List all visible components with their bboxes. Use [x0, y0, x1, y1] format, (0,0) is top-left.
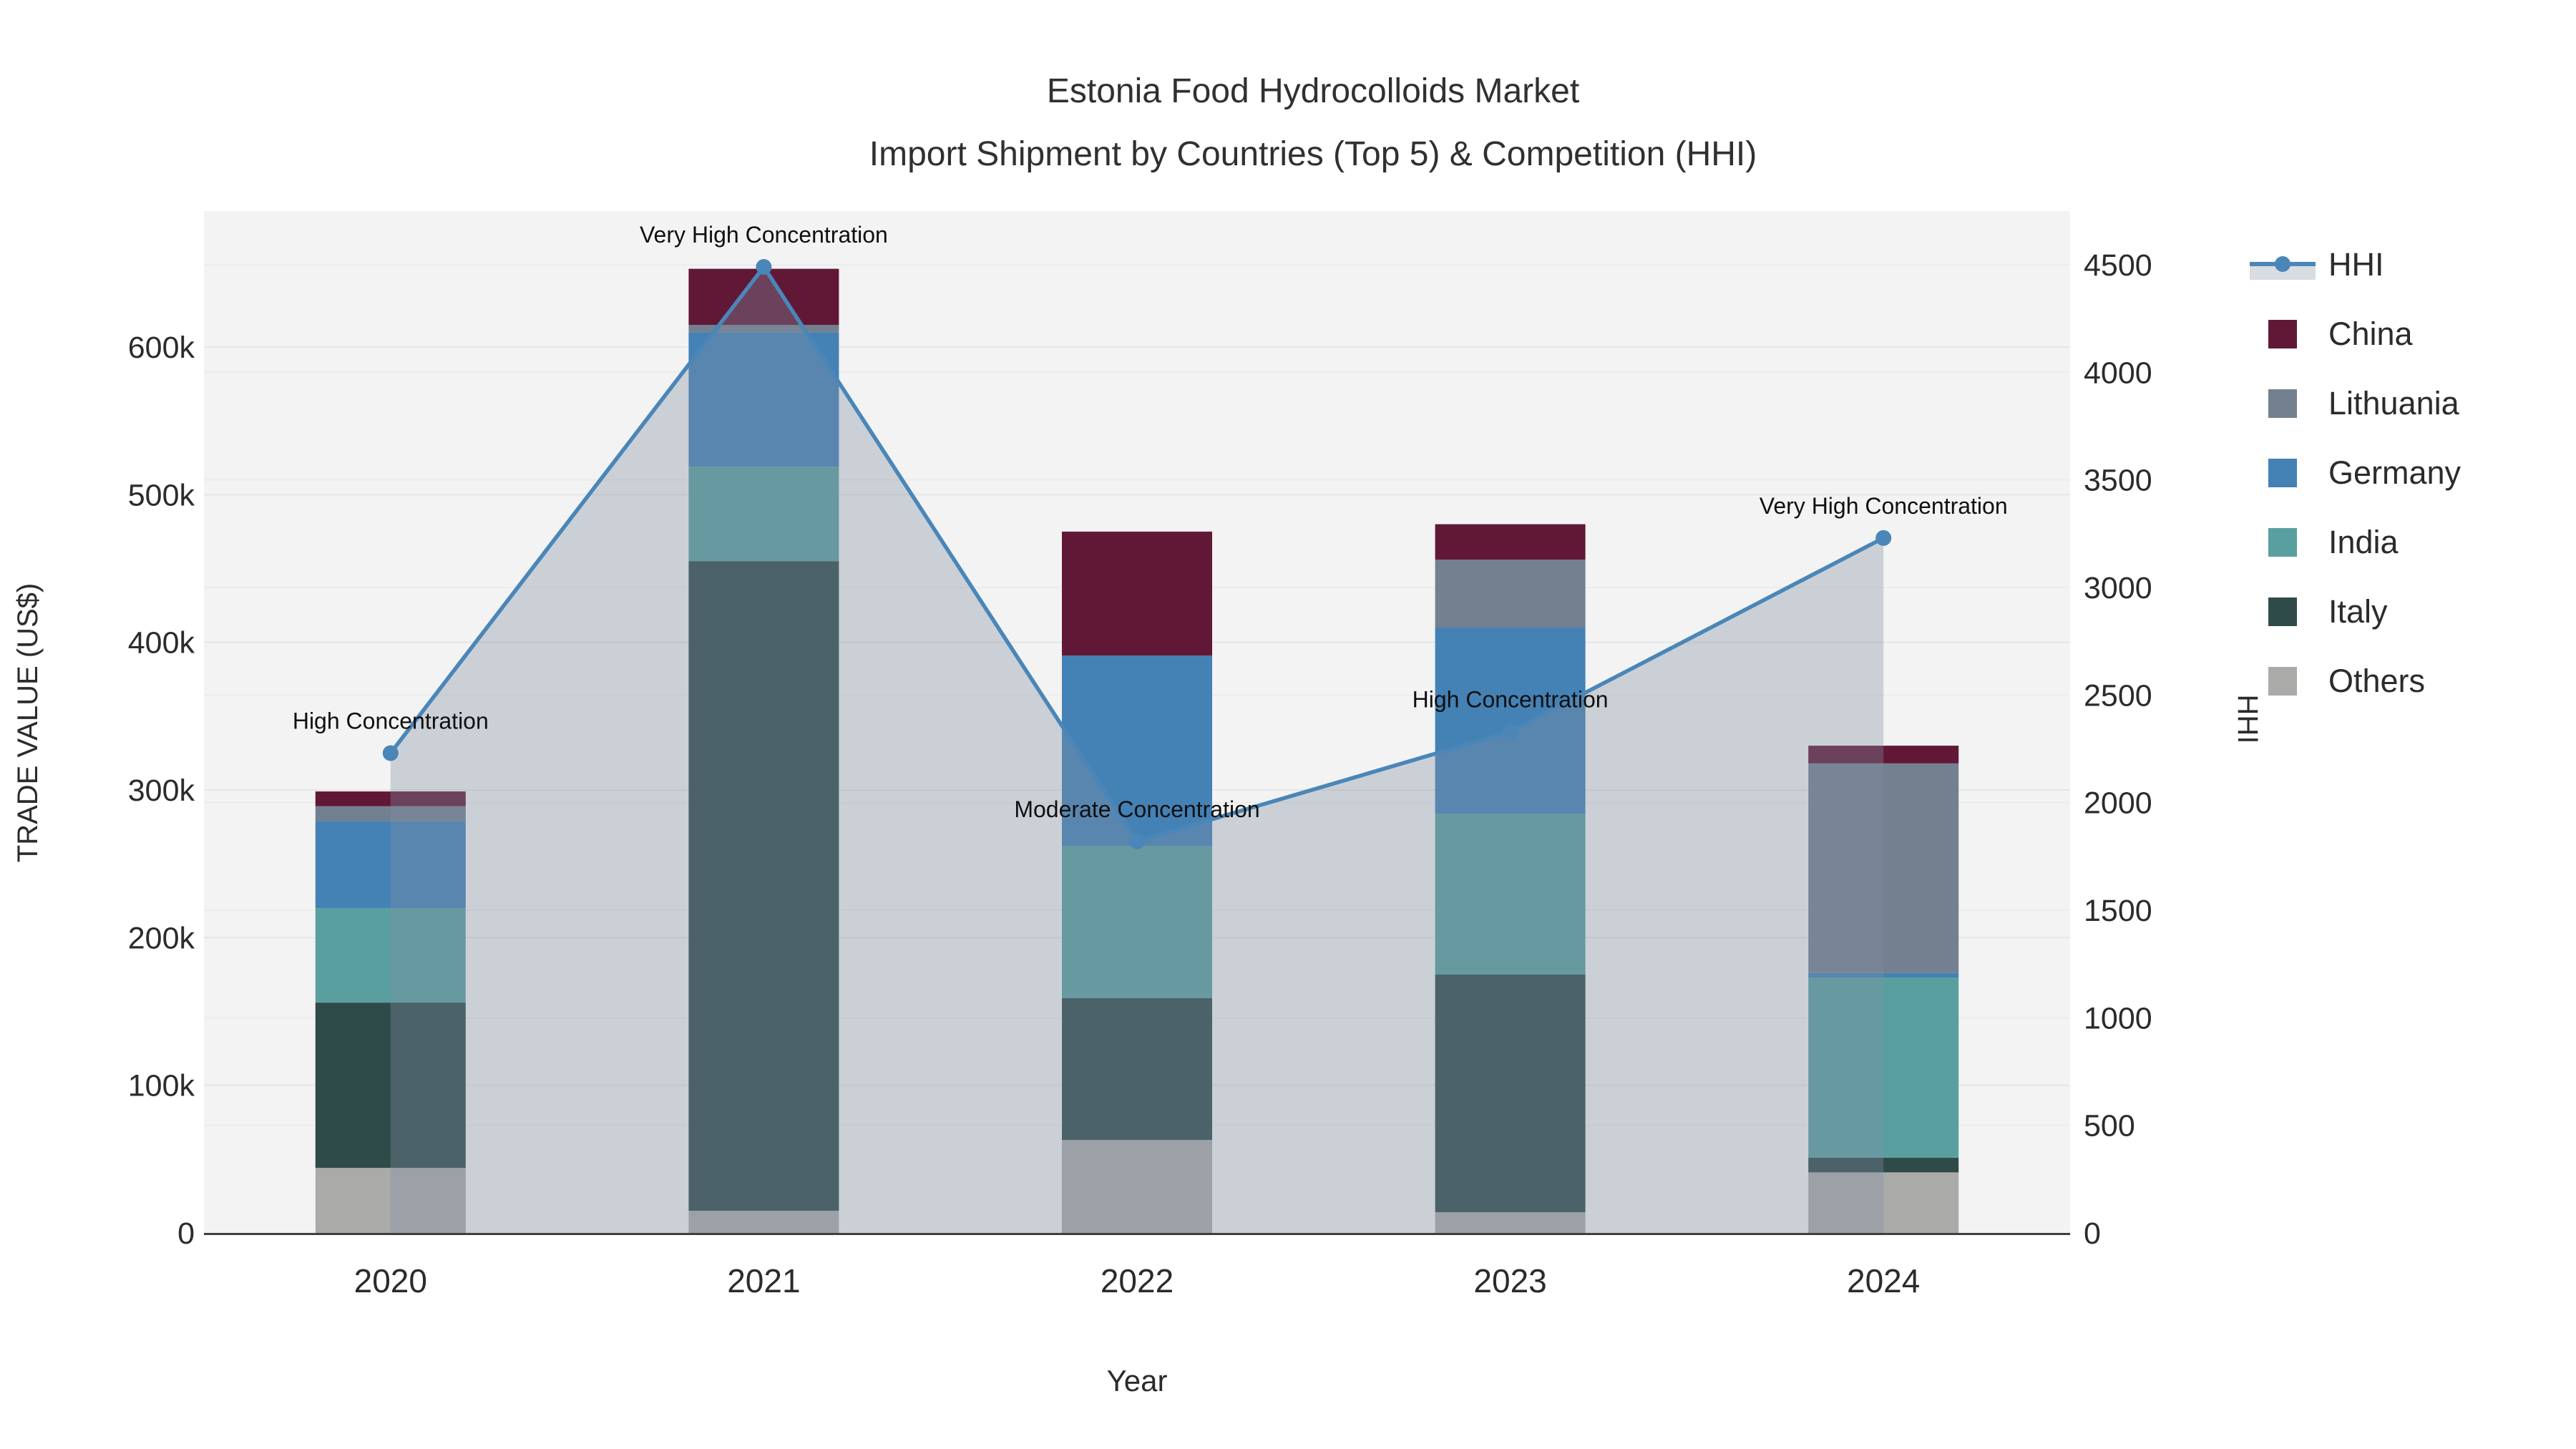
hhi-marker-2024[interactable]: [1875, 530, 1892, 546]
legend: HHI China Lithuania Germany India Italy Others: [2247, 230, 2461, 716]
bar-segment-germany-2022[interactable]: [1062, 655, 1212, 847]
legend-label-italy: Italy: [2328, 592, 2388, 630]
bar-segment-germany-2020[interactable]: [315, 821, 466, 909]
y-right-tick: 500: [2084, 1109, 2135, 1143]
y-right-tick: 1000: [2084, 1001, 2152, 1035]
bar-segment-germany-2024[interactable]: [1808, 972, 1959, 978]
legend-item-italy[interactable]: Italy: [2247, 577, 2461, 646]
y-left-tick: 600k: [128, 331, 195, 365]
annotation-2024: Very High Concentration: [1760, 493, 2008, 519]
india-swatch: [2247, 527, 2318, 557]
legend-item-hhi[interactable]: HHI: [2247, 230, 2461, 299]
hhi-marker-2023[interactable]: [1502, 723, 1518, 740]
bar-segment-lithuania-2020[interactable]: [315, 806, 466, 821]
annotation-2020: High Concentration: [293, 708, 489, 734]
bar-segment-italy-2024[interactable]: [1808, 1157, 1959, 1173]
bar-segment-others-2024[interactable]: [1808, 1172, 1959, 1233]
y-left-tick: 500k: [128, 478, 195, 512]
germany-swatch: [2247, 458, 2318, 487]
italy-swatch: [2247, 597, 2318, 626]
chart-title: Estonia Food Hydrocolloids Market Import…: [869, 60, 1757, 186]
x-tick-2023: 2023: [1473, 1262, 1546, 1299]
legend-label-germany: Germany: [2328, 454, 2462, 491]
bar-segment-italy-2020[interactable]: [315, 1002, 466, 1169]
legend-color-lithuania: [2268, 389, 2297, 418]
legend-label-lithuania: Lithuania: [2328, 384, 2459, 421]
y-right-tick: 4000: [2084, 356, 2152, 390]
bar-segment-india-2022[interactable]: [1062, 846, 1212, 998]
bar-segment-lithuania-2023[interactable]: [1435, 560, 1586, 628]
bar-segment-china-2023[interactable]: [1435, 524, 1586, 560]
bar-segment-china-2020[interactable]: [315, 791, 466, 806]
y-right-axis-title: HHI: [2232, 695, 2263, 744]
bar-segment-others-2020[interactable]: [315, 1168, 466, 1233]
y-left-axis-title: TRADE VALUE (US$): [12, 583, 44, 862]
legend-item-india[interactable]: India: [2247, 507, 2461, 577]
chart-title-line1: Estonia Food Hydrocolloids Market: [1046, 72, 1580, 110]
bar-segment-lithuania-2024[interactable]: [1808, 763, 1959, 973]
x-tick-2021: 2021: [727, 1262, 800, 1299]
y-right-tick: 0: [2084, 1216, 2101, 1251]
x-tick-2024: 2024: [1847, 1262, 1920, 1299]
hhi-marker-2021[interactable]: [756, 259, 772, 275]
bar-segment-china-2022[interactable]: [1062, 531, 1212, 656]
y-left-tick: 400k: [128, 626, 195, 660]
legend-item-china[interactable]: China: [2247, 299, 2461, 369]
bar-segment-italy-2021[interactable]: [688, 561, 839, 1211]
legend-label-hhi: HHI: [2328, 245, 2384, 283]
bar-segment-germany-2023[interactable]: [1435, 628, 1586, 814]
y-right-tick: 1500: [2084, 894, 2152, 928]
legend-item-others[interactable]: Others: [2247, 646, 2461, 716]
bar-segment-china-2024[interactable]: [1808, 746, 1959, 763]
x-axis-title: Year: [1107, 1364, 1168, 1397]
bar-segment-italy-2022[interactable]: [1062, 997, 1212, 1141]
bar-segment-lithuania-2021[interactable]: [688, 325, 839, 333]
y-left-tick: 300k: [128, 774, 195, 808]
y-left-tick: 100k: [128, 1069, 195, 1103]
lithuania-swatch: [2247, 389, 2318, 418]
legend-color-others: [2268, 666, 2297, 696]
bar-segment-india-2020[interactable]: [315, 908, 466, 1003]
y-right-tick: 3500: [2084, 464, 2152, 498]
china-swatch: [2247, 319, 2318, 348]
hhi-marker-2020[interactable]: [382, 745, 399, 761]
hhi-marker-2022[interactable]: [1129, 833, 1145, 849]
annotation-2022: Moderate Concentration: [1014, 796, 1259, 822]
bar-segment-india-2021[interactable]: [688, 467, 839, 562]
y-right-tick: 3000: [2084, 571, 2152, 605]
legend-color-china: [2268, 319, 2297, 348]
y-right-tick: 4500: [2084, 248, 2152, 283]
legend-label-china: China: [2328, 315, 2413, 352]
legend-label-india: India: [2328, 523, 2399, 560]
legend-item-germany[interactable]: Germany: [2247, 438, 2461, 507]
legend-color-italy: [2268, 597, 2297, 626]
legend-item-lithuania[interactable]: Lithuania: [2247, 369, 2461, 438]
bar-segment-others-2022[interactable]: [1062, 1140, 1212, 1233]
bar-segment-china-2021[interactable]: [688, 268, 839, 326]
legend-label-others: Others: [2328, 662, 2426, 699]
hhi-line-swatch: [2247, 246, 2318, 283]
bar-segment-germany-2021[interactable]: [688, 332, 839, 467]
others-swatch: [2247, 666, 2318, 696]
x-tick-2020: 2020: [354, 1262, 427, 1299]
legend-color-germany: [2268, 458, 2297, 487]
bar-segment-italy-2023[interactable]: [1435, 974, 1586, 1213]
y-right-tick: 2500: [2084, 678, 2152, 713]
bar-segment-others-2021[interactable]: [688, 1211, 839, 1233]
hhi-area-fill: [390, 267, 1884, 1234]
y-left-tick: 0: [177, 1216, 195, 1251]
annotation-2021: Very High Concentration: [640, 222, 888, 248]
bar-segment-india-2024[interactable]: [1808, 977, 1959, 1158]
chart-title-line2: Import Shipment by Countries (Top 5) & C…: [869, 135, 1757, 173]
y-right-tick: 2000: [2084, 786, 2152, 821]
y-left-tick: 200k: [128, 921, 195, 955]
bar-segment-others-2023[interactable]: [1435, 1212, 1586, 1233]
x-tick-2022: 2022: [1101, 1262, 1174, 1299]
bar-segment-india-2023[interactable]: [1435, 814, 1586, 975]
annotation-2023: High Concentration: [1413, 686, 1609, 712]
legend-color-india: [2268, 527, 2297, 557]
